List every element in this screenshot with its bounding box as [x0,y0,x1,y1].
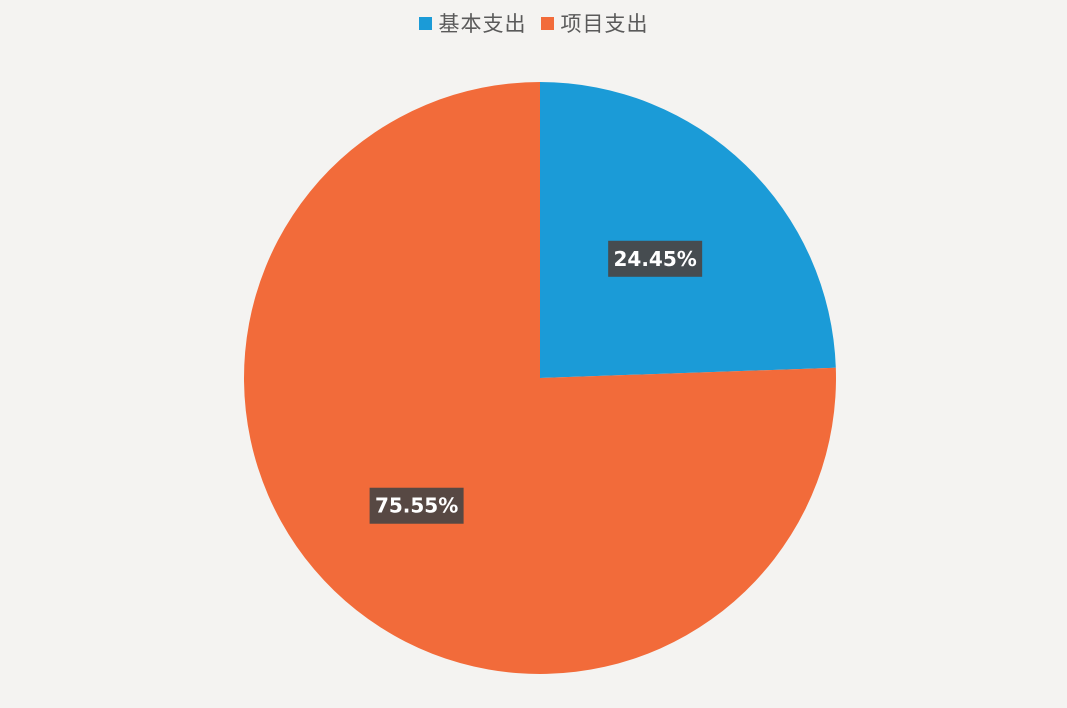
pie-data-labels: 24.45% 75.55% [369,240,703,524]
pie-slice-basic [540,82,836,378]
legend-label-basic: 基本支出 [438,12,527,36]
pie-slices [243,82,836,674]
data-label-basic: 24.45% [608,240,703,277]
data-label-project-text: 75.55% [375,494,458,518]
chart-legend: 基本支出 项目支出 [0,8,1067,38]
data-label-basic-text: 24.45% [614,247,697,271]
data-label-project-box [369,487,464,524]
legend-swatch-project [540,16,554,30]
legend-label-project: 项目支出 [560,12,649,36]
pie-slice-project [243,82,836,674]
legend-item-project-expenditure: 项目支出 [540,8,649,38]
data-label-project: 75.55% [369,487,464,524]
data-label-basic-box [608,240,703,277]
legend-swatch-basic [418,16,432,30]
legend-item-basic-expenditure: 基本支出 [418,8,527,38]
